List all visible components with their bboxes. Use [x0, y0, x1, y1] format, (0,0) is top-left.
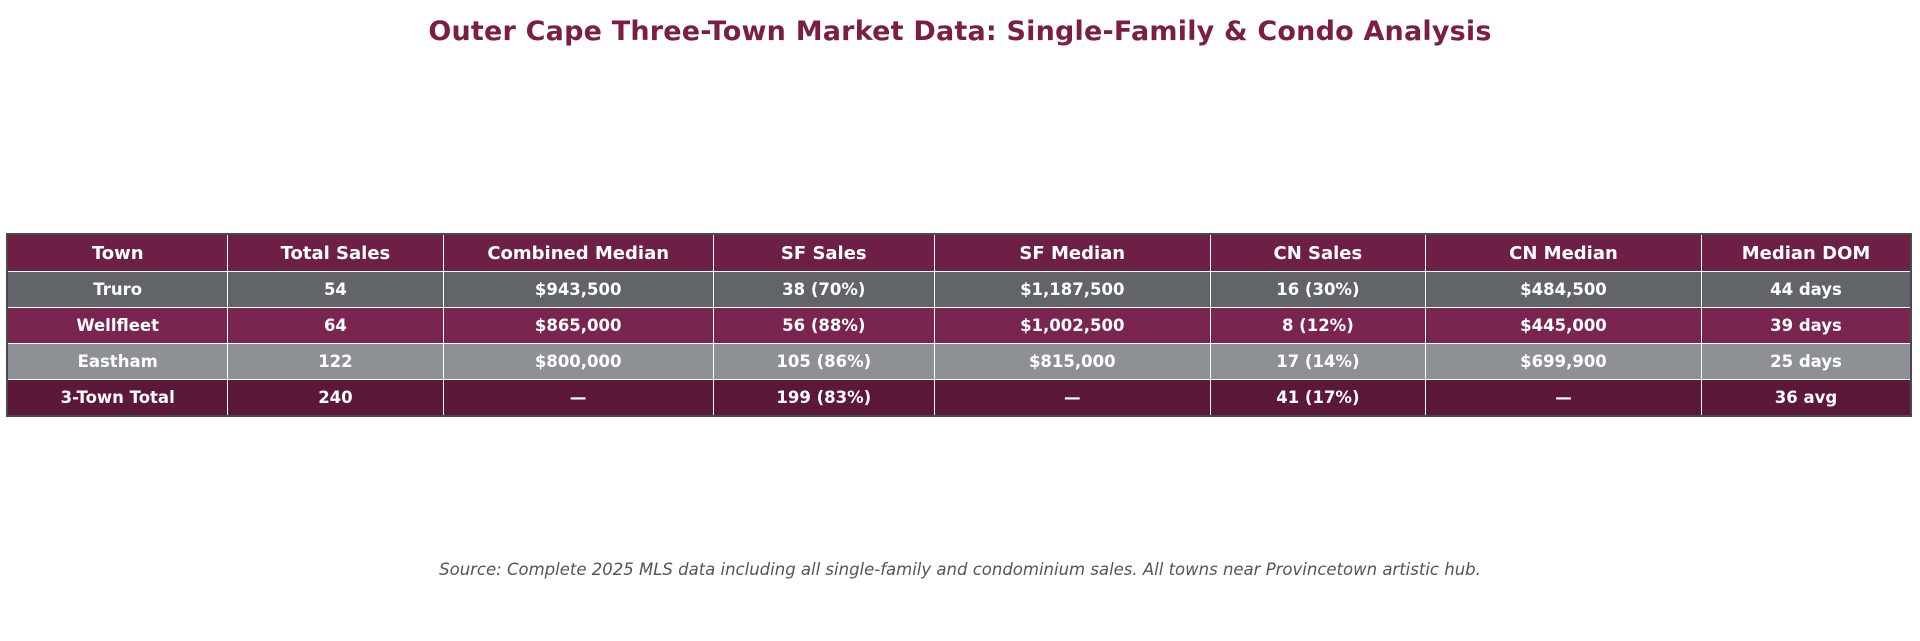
data-cell: $815,000: [933, 343, 1211, 380]
data-cell: 25 days: [1701, 343, 1912, 380]
table-row-truro: Truro 54 $943,500 38 (70%) $1,187,500 16…: [6, 271, 1912, 308]
town-cell: Wellfleet: [6, 307, 229, 344]
data-cell: —: [1424, 379, 1703, 417]
data-cell: $484,500: [1424, 271, 1703, 308]
data-cell: $800,000: [442, 343, 714, 380]
data-cell: $865,000: [442, 307, 714, 344]
data-cell: 240: [227, 379, 444, 417]
data-cell: $1,187,500: [933, 271, 1211, 308]
column-header-town: Town: [6, 233, 229, 272]
data-cell: 41 (17%): [1209, 379, 1426, 417]
column-header-combined-median: Combined Median: [442, 233, 714, 272]
header-row: Town Total Sales Combined Median SF Sale…: [6, 233, 1912, 272]
page-title: Outer Cape Three-Town Market Data: Singl…: [428, 16, 1492, 47]
data-cell: 64: [227, 307, 444, 344]
table-row-wellfleet: Wellfleet 64 $865,000 56 (88%) $1,002,50…: [6, 307, 1912, 344]
data-cell: 44 days: [1701, 271, 1912, 308]
column-header-sf-median: SF Median: [933, 233, 1211, 272]
town-cell: 3-Town Total: [6, 379, 229, 417]
market-table: Town Total Sales Combined Median SF Sale…: [6, 233, 1912, 417]
column-header-cn-sales: CN Sales: [1209, 233, 1426, 272]
data-cell: 54: [227, 271, 444, 308]
data-cell: —: [933, 379, 1211, 417]
data-cell: $699,900: [1424, 343, 1703, 380]
data-cell: 105 (86%): [712, 343, 935, 380]
table-row-total: 3-Town Total 240 — 199 (83%) — 41 (17%) …: [6, 379, 1912, 417]
town-cell: Eastham: [6, 343, 229, 380]
data-cell: 56 (88%): [712, 307, 935, 344]
data-cell: 38 (70%): [712, 271, 935, 308]
data-cell: $445,000: [1424, 307, 1703, 344]
data-cell: 17 (14%): [1209, 343, 1426, 380]
data-cell: 199 (83%): [712, 379, 935, 417]
column-header-total-sales: Total Sales: [227, 233, 444, 272]
table-row-eastham: Eastham 122 $800,000 105 (86%) $815,000 …: [6, 343, 1912, 380]
column-header-cn-median: CN Median: [1424, 233, 1703, 272]
data-cell: $943,500: [442, 271, 714, 308]
source-note: Source: Complete 2025 MLS data including…: [439, 560, 1481, 579]
data-cell: $1,002,500: [933, 307, 1211, 344]
data-cell: —: [442, 379, 714, 417]
data-cell: 8 (12%): [1209, 307, 1426, 344]
data-cell: 36 avg: [1701, 379, 1912, 417]
market-table-container: Town Total Sales Combined Median SF Sale…: [6, 233, 1912, 417]
town-cell: Truro: [6, 271, 229, 308]
data-cell: 122: [227, 343, 444, 380]
data-cell: 16 (30%): [1209, 271, 1426, 308]
column-header-sf-sales: SF Sales: [712, 233, 935, 272]
column-header-median-dom: Median DOM: [1701, 233, 1912, 272]
data-cell: 39 days: [1701, 307, 1912, 344]
